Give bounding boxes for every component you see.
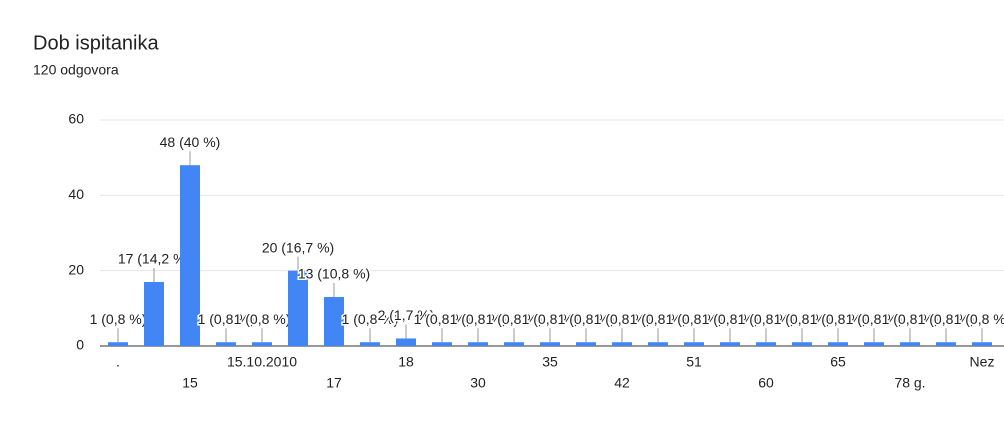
value-label: 1 (0,8 %): [198, 311, 255, 327]
value-label: 1 (0,8 %): [846, 311, 903, 327]
bar: [612, 342, 632, 346]
value-label: 1 (0,8 %): [486, 311, 543, 327]
bar: [720, 342, 740, 346]
value-label: 17 (14,2 %): [118, 251, 190, 267]
value-label: 48 (40 %): [160, 134, 221, 150]
x-tick-label: 51: [686, 354, 702, 370]
y-tick-label: 60: [68, 111, 84, 127]
bar: [972, 342, 992, 346]
value-label: 1 (0,8 %): [666, 311, 723, 327]
value-label: 1 (0,8 %): [90, 311, 147, 327]
x-tick-label: 78 g.: [894, 375, 925, 391]
x-tick-label: 42: [614, 375, 630, 391]
x-tick-label: Nez: [970, 354, 995, 370]
value-label: 1 (0,8 %): [558, 311, 615, 327]
value-label: 1 (0,8 %): [234, 311, 291, 327]
bar: [504, 342, 524, 346]
bar: [360, 342, 380, 346]
bar: [792, 342, 812, 346]
value-label: 1 (0,8 %): [630, 311, 687, 327]
value-label: 1 (0,8 %): [594, 311, 651, 327]
value-label: 1 (0,8 %): [450, 311, 507, 327]
value-label: 1 (0,8 %): [810, 311, 867, 327]
y-tick-label: 40: [68, 186, 84, 202]
value-label: 1 (0,8 %): [774, 311, 831, 327]
bar: [396, 338, 416, 346]
value-label: 1 (0,8 %): [702, 311, 759, 327]
value-label: 13 (10,8 %): [298, 266, 370, 282]
bar: [180, 165, 200, 346]
bar: [108, 342, 128, 346]
x-tick-label: .: [116, 354, 120, 370]
bar: [684, 342, 704, 346]
bar: [432, 342, 452, 346]
x-tick-label: 17: [326, 375, 342, 391]
bar: [828, 342, 848, 346]
bar: [756, 342, 776, 346]
x-tick-label: 60: [758, 375, 774, 391]
value-label: 2 (1,7 %): [378, 307, 435, 323]
chart-title: Dob ispitanika: [33, 32, 160, 54]
x-tick-label: 15: [182, 375, 198, 391]
x-tick-label: 30: [470, 375, 486, 391]
bar: [468, 342, 488, 346]
bar: [144, 281, 164, 346]
bar: [540, 342, 560, 346]
x-tick-label: 35: [542, 354, 558, 370]
bar: [864, 342, 884, 346]
value-label: 1 (0,8 %): [954, 311, 1004, 327]
y-tick-label: 0: [76, 337, 84, 353]
x-tick-label: 65: [830, 354, 846, 370]
x-tick-label: 18: [398, 354, 414, 370]
bar: [936, 342, 956, 346]
y-tick-label: 20: [68, 261, 84, 277]
bar: [648, 342, 668, 346]
value-label: 20 (16,7 %): [262, 239, 334, 255]
value-label: 1 (0,8 %): [414, 311, 471, 327]
value-label: 1 (0,8 %): [882, 311, 939, 327]
value-label: 1 (0,8 %): [738, 311, 795, 327]
x-tick-label: 15.10.2010: [227, 354, 297, 370]
bar: [288, 270, 308, 346]
bar: [324, 297, 344, 346]
bar: [900, 342, 920, 346]
bar: [576, 342, 596, 346]
chart-subtitle: 120 odgovora: [33, 62, 119, 78]
value-label: 1 (0,8 %): [342, 311, 399, 327]
bar: [216, 342, 236, 346]
bar: [252, 342, 272, 346]
value-label: 1 (0,8 %): [522, 311, 579, 327]
value-label: 1 (0,8 %): [918, 311, 975, 327]
